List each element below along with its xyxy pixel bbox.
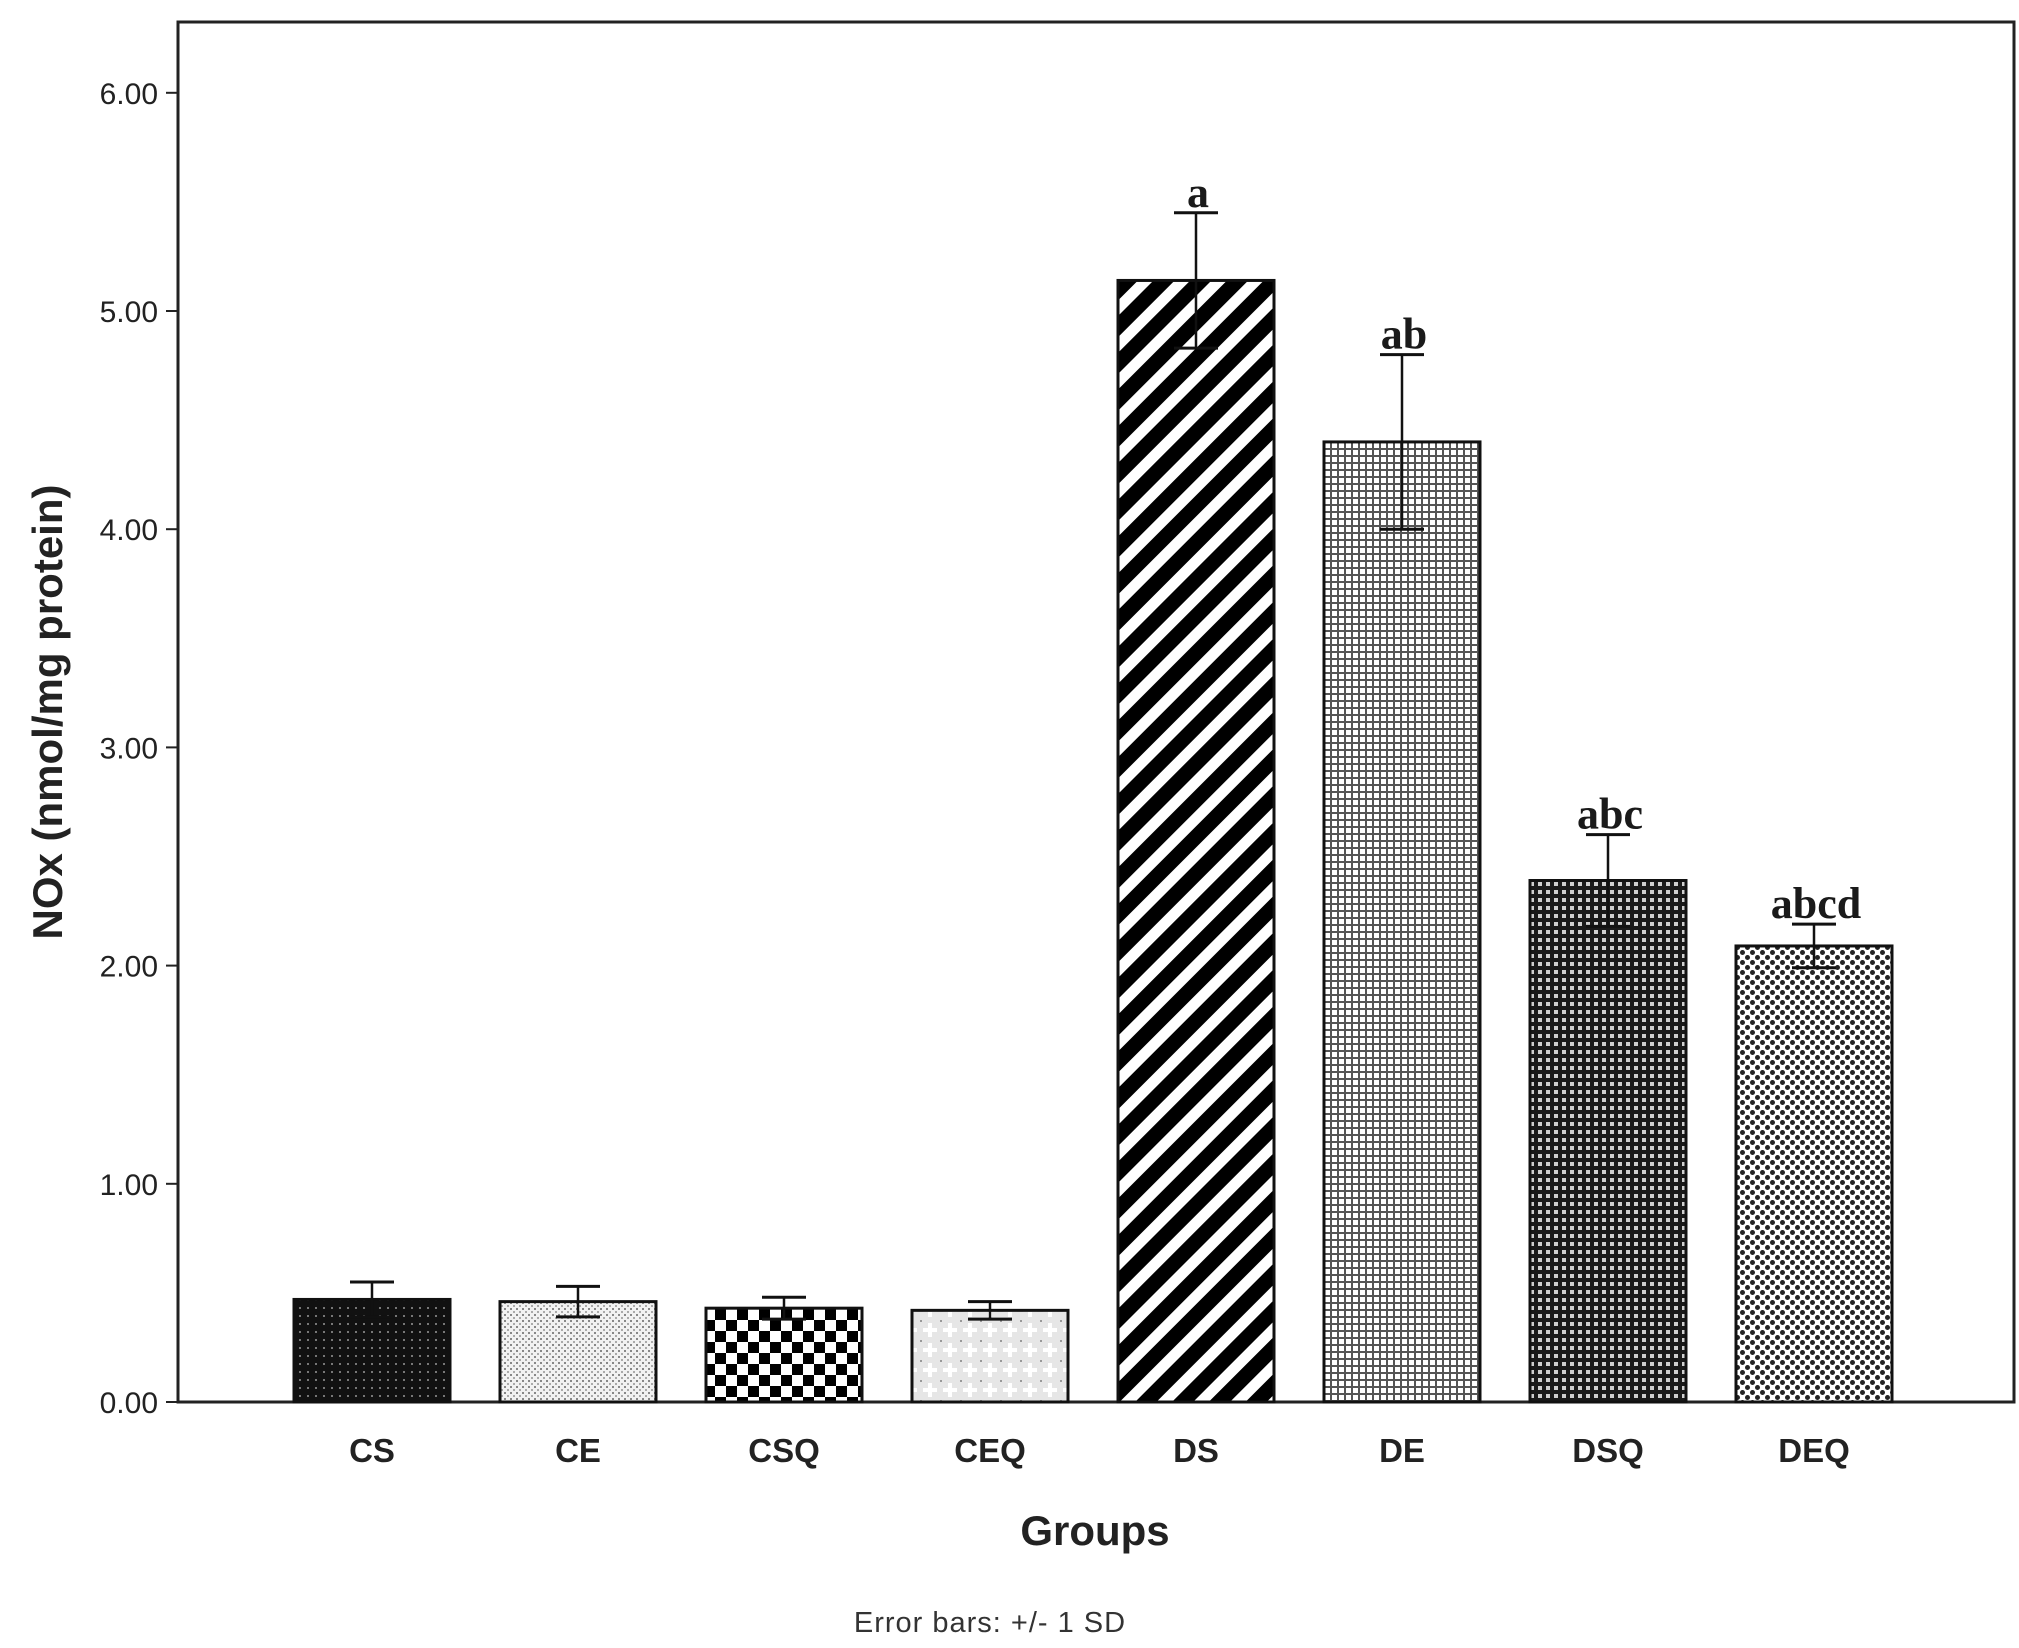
x-tick-label-dsq: DSQ: [1572, 1432, 1644, 1469]
x-tick-label-csq: CSQ: [748, 1432, 820, 1469]
x-tick-label-deq: DEQ: [1778, 1432, 1850, 1469]
x-axis-title: Groups: [1020, 1507, 1169, 1554]
y-tick-label: 5.00: [100, 296, 158, 329]
bar-ds: [1116, 278, 1276, 1404]
significance-labels-group: a ab abc abcd: [1187, 168, 1861, 928]
significance-label-deq: abcd: [1771, 879, 1861, 928]
bar-de: [1322, 440, 1482, 1404]
bar-dsq: [1528, 879, 1688, 1404]
y-tick-label: 4.00: [100, 514, 158, 547]
y-tick-label: 3.00: [100, 732, 158, 765]
error-bars-group: [350, 211, 1836, 1321]
x-tick-label-de: DE: [1379, 1432, 1425, 1469]
significance-label-de: ab: [1381, 310, 1427, 359]
x-tick-label-ce: CE: [555, 1432, 601, 1469]
bar-csq: [704, 1306, 864, 1404]
y-tick-label: 2.00: [100, 951, 158, 984]
y-tick-label: 0.00: [100, 1387, 158, 1420]
x-axis-category-labels: CS CE CSQ CEQ DS DE DSQ DEQ: [349, 1432, 1850, 1469]
y-axis-title: NOx (nmol/mg protein): [24, 485, 71, 940]
bar-ceq: [910, 1308, 1070, 1404]
significance-label-dsq: abc: [1577, 790, 1643, 839]
y-tick-label: 6.00: [100, 78, 158, 111]
significance-label-ds: a: [1187, 168, 1209, 217]
y-axis-ticks: 0.00 1.00 2.00 3.00 4.00 5.00 6.00: [100, 78, 178, 1420]
plot-frame: [176, 20, 2016, 1404]
y-tick-label: 1.00: [100, 1169, 158, 1202]
bar-deq: [1734, 944, 1894, 1404]
x-tick-label-ds: DS: [1173, 1432, 1219, 1469]
error-bars-footnote: Error bars: +/- 1 SD: [854, 1607, 1126, 1639]
x-tick-label-ceq: CEQ: [954, 1432, 1026, 1469]
x-tick-label-cs: CS: [349, 1432, 395, 1469]
